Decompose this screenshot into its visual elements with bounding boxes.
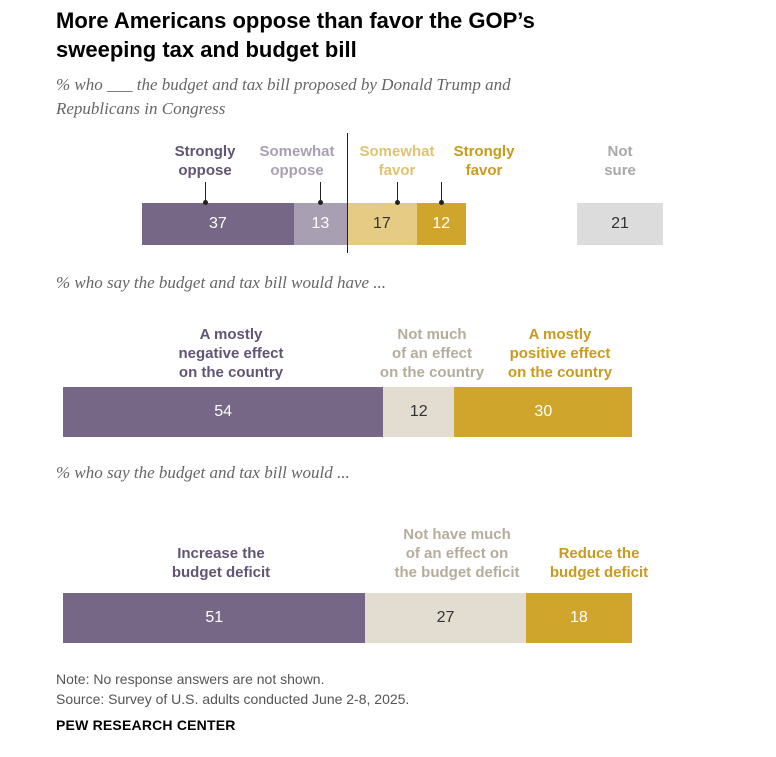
c2-seg-2-label-line-3: on the country: [507, 364, 613, 381]
bar-value-label: 37: [208, 215, 227, 232]
bar-value-label: 54: [214, 403, 232, 420]
bar-segment-1: 51: [63, 593, 366, 643]
c1-notsure-label-line-1: Not: [607, 143, 633, 160]
bar-value-label: 12: [432, 215, 451, 232]
bar-segment-1: 54: [63, 387, 384, 437]
label-leader-dot: [438, 200, 444, 205]
label-leader-dot: [394, 200, 400, 205]
label-leader-dot: [202, 200, 208, 205]
subtitle-1: % who ___ the budget and tax bill propos…: [56, 73, 511, 121]
chart-title-line-2: sweeping tax and budget bill: [56, 37, 357, 62]
c1-seg-3-label-line-2: favor: [465, 162, 503, 179]
c2-seg-2-label-line-2: positive effect: [509, 345, 611, 362]
chart-title: More Americans oppose than favor the GOP…: [56, 6, 756, 64]
c1-notsure-label-line-2: sure: [604, 162, 636, 179]
c3-seg-0-label-line-1: Increase the: [177, 545, 265, 562]
bar-value-label: 17: [372, 215, 391, 232]
subtitle-1-line-1: % who ___ the budget and tax bill propos…: [56, 75, 511, 94]
c2-seg-0-label-line-3: on the country: [178, 364, 284, 381]
c1-seg-1-label-line-2: oppose: [270, 162, 324, 179]
c3-seg-1-label-line-1: Not have much: [403, 526, 511, 543]
c2-seg-1-label-line-3: on the country: [379, 364, 485, 381]
bar-value-label: 27: [436, 609, 455, 626]
label-leader-line: [396, 182, 398, 203]
subtitle-3: % who say the budget and tax bill would …: [56, 463, 350, 482]
bar-value-label: 51: [205, 609, 224, 626]
subtitle-1-line-2: Republicans in Congress: [56, 99, 226, 118]
bar-segment-strongly-favor: 12: [416, 203, 466, 245]
bar-segment-2: 27: [365, 593, 526, 643]
c3-seg-2-label-line-2: budget deficit: [549, 564, 649, 581]
bar-segment-2: 12: [383, 387, 455, 437]
bar-segment-not-sure: 21: [577, 203, 664, 245]
bar-segment-somewhat-favor: 17: [347, 203, 417, 245]
c3-seg-1-label-line-2: of an effect on: [405, 545, 509, 562]
c2-seg-1-label-line-1: Not much: [397, 326, 467, 343]
chart-title-line-1: More Americans oppose than favor the GOP…: [56, 8, 535, 33]
c1-seg-2-label-line-2: favor: [378, 162, 416, 179]
c3-seg-0-label-line-2: budget deficit: [171, 564, 271, 581]
c2-seg-1-label-line-2: of an effect: [391, 345, 472, 362]
c1-seg-1-label-line-1: Somewhat: [259, 143, 335, 160]
bar-value-label: 30: [534, 403, 553, 420]
c1-seg-0-label-line-1: Strongly: [174, 143, 236, 160]
c2-seg-2-label-line-1: A mostly: [528, 326, 592, 343]
c1-seg-2-label-line-1: Somewhat: [359, 143, 435, 160]
bar-value-label: 12: [409, 403, 428, 420]
c1-seg-0-label-line-2: oppose: [178, 162, 232, 179]
source: Source: Survey of U.S. adults conducted …: [56, 691, 410, 707]
c2-seg-0-label-line-2: negative effect: [178, 345, 284, 362]
note: Note: No response answers are not shown.: [56, 671, 325, 687]
bar-value-label: 21: [611, 215, 629, 232]
bar-value-label: 18: [570, 609, 588, 626]
label-leader-line: [204, 182, 206, 203]
c3-seg-1-label-line-3: the budget deficit: [394, 564, 520, 581]
label-leader-dot: [317, 200, 323, 205]
bar-segment-somewhat-oppose: 13: [293, 203, 347, 245]
org-name: PEW RESEARCH CENTER: [56, 717, 236, 733]
label-leader-line: [440, 182, 442, 203]
bar-segment-strongly-oppose: 37: [142, 203, 294, 245]
subtitle-2: % who say the budget and tax bill would …: [56, 273, 387, 292]
label-leader-line: [319, 182, 321, 203]
c2-seg-0-label-line-1: A mostly: [199, 326, 263, 343]
oppose-favor-divider: [346, 133, 348, 253]
c3-seg-2-label-line-1: Reduce the: [558, 545, 640, 562]
bar-segment-3: 30: [454, 387, 633, 437]
bar-value-label: 13: [311, 215, 330, 232]
bar-segment-3: 18: [525, 593, 633, 643]
c1-seg-3-label-line-1: Strongly: [453, 143, 515, 160]
